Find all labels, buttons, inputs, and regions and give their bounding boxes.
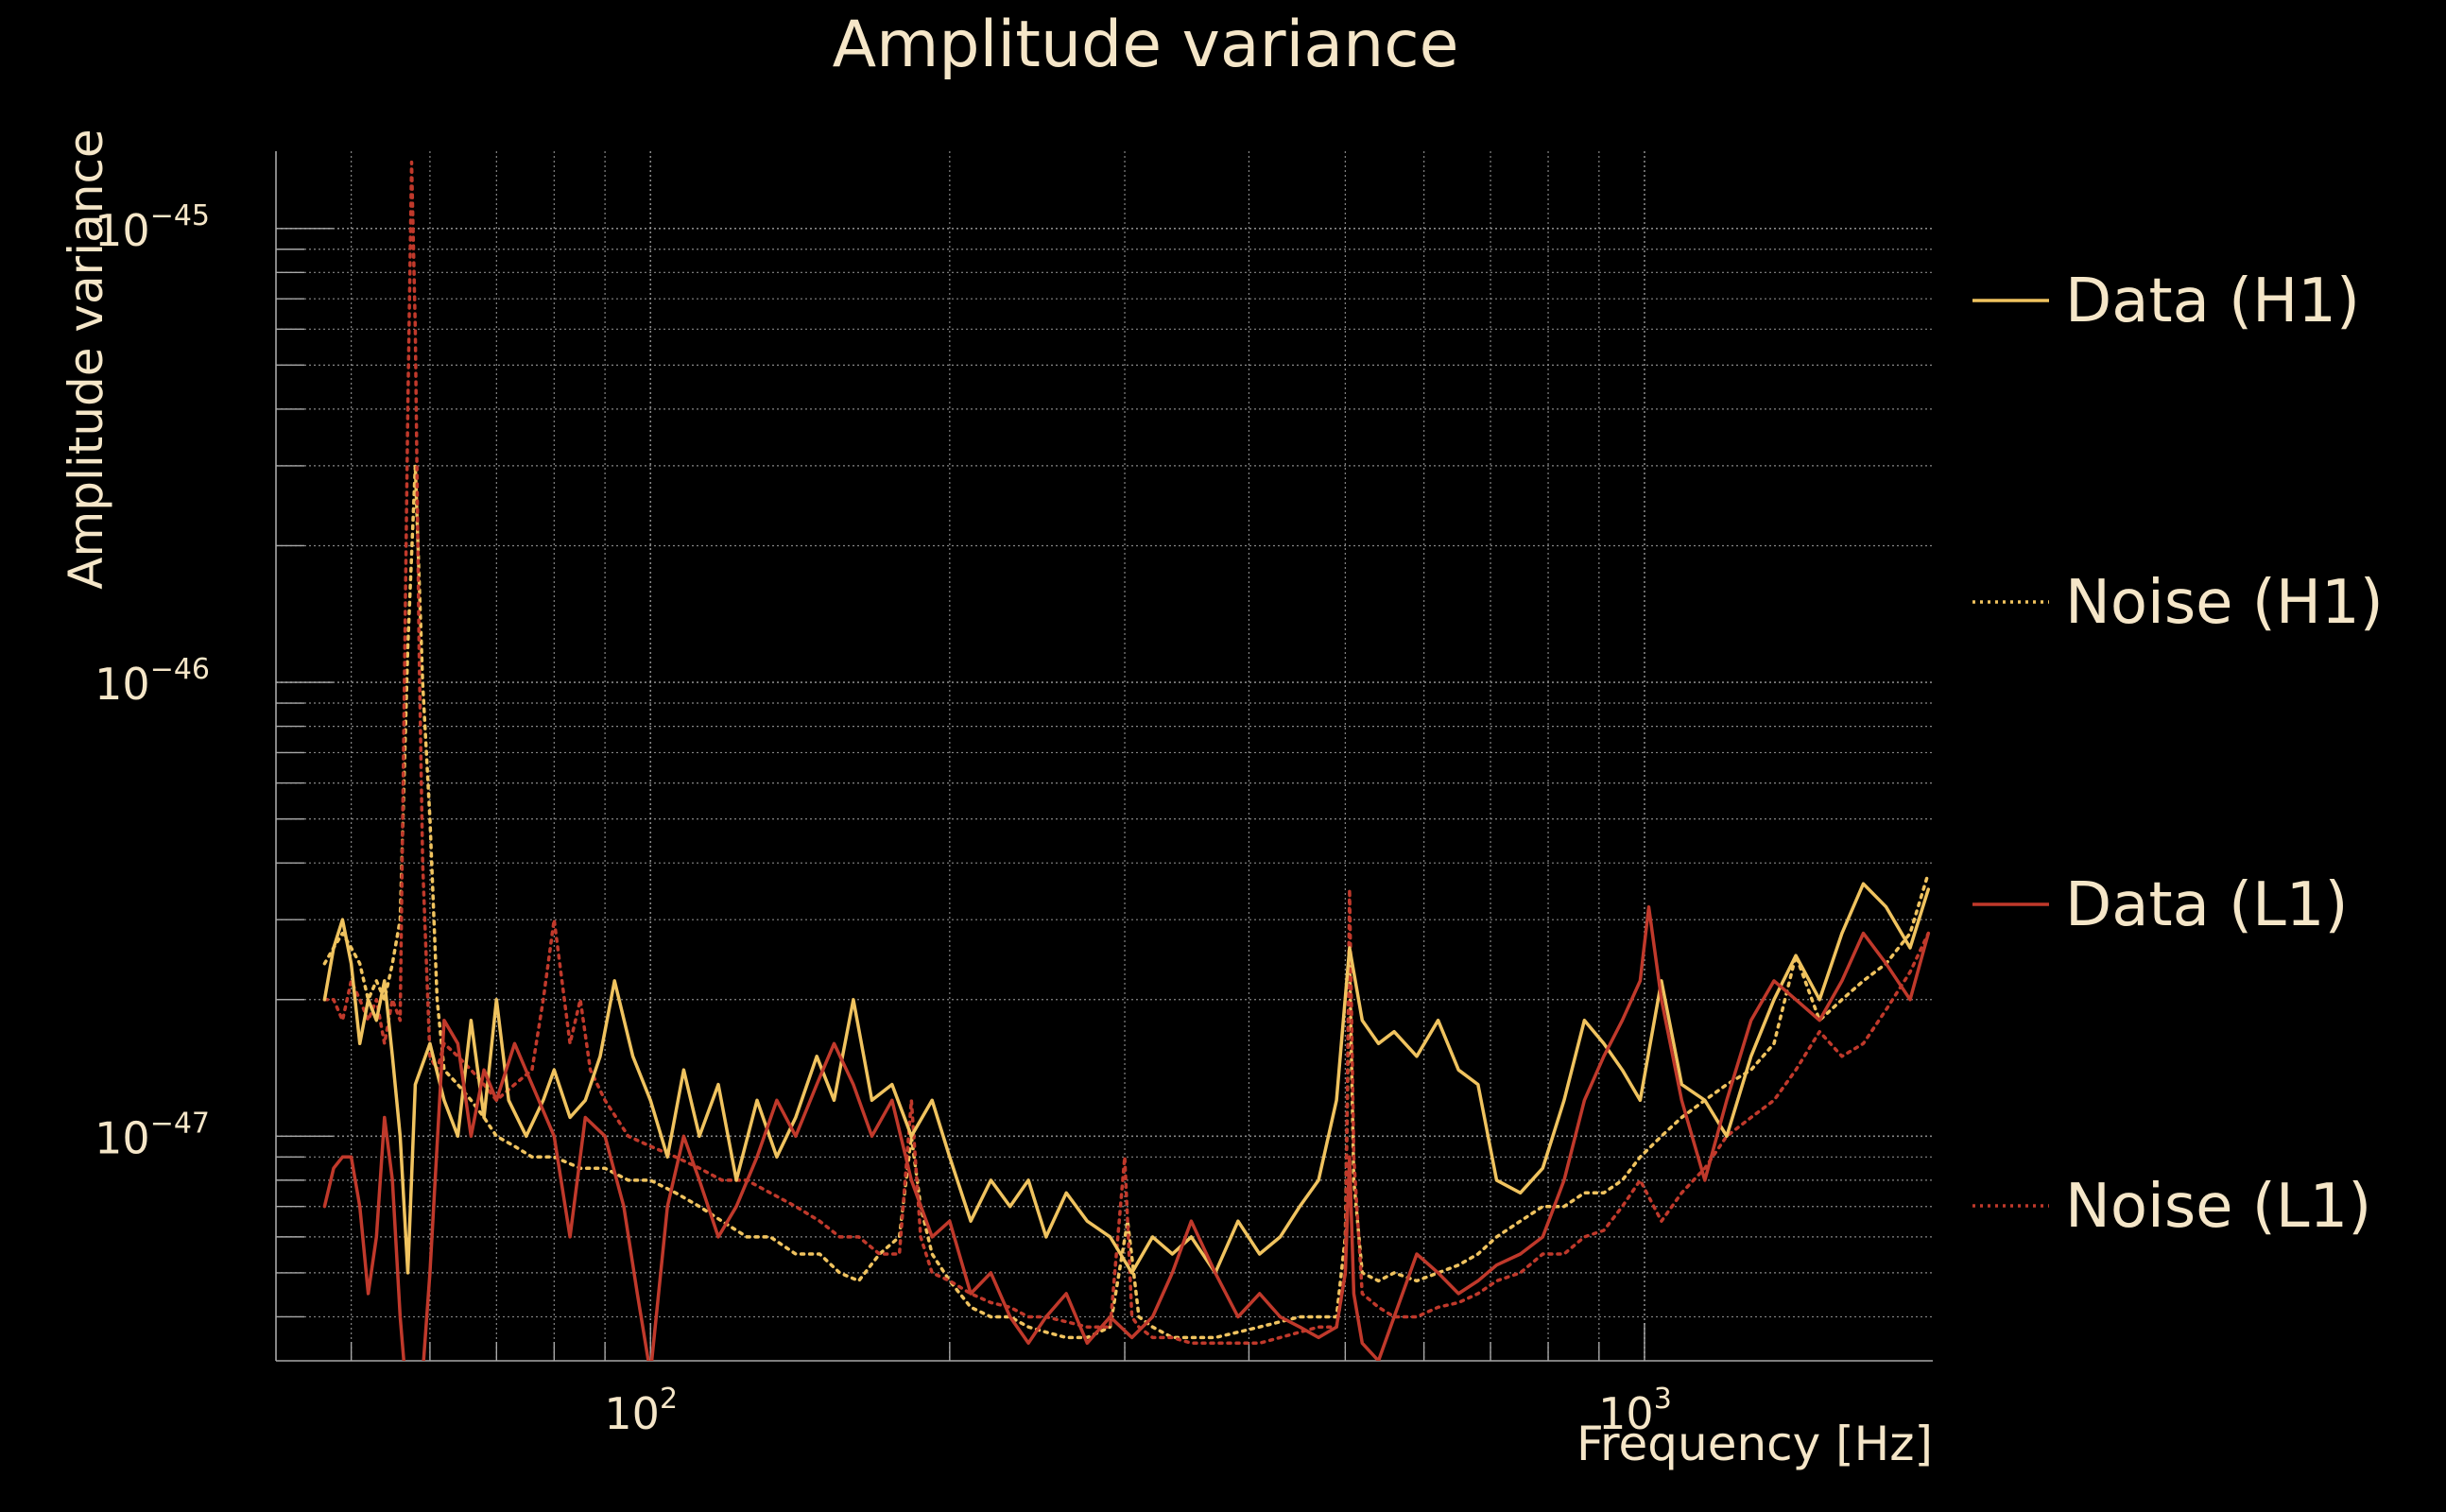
series-line-noise-h1 xyxy=(322,464,1931,1340)
y-axis-label: Amplitude variance xyxy=(59,129,113,589)
chart-title: Amplitude variance xyxy=(833,8,1459,82)
series-line-data-h1 xyxy=(322,882,1931,1275)
x-tick-label: 103 xyxy=(1598,1383,1672,1439)
x-axis-label: Frequency [Hz] xyxy=(1576,1417,1933,1471)
series-line-data-l1 xyxy=(322,904,1931,1361)
y-tick-label: 10−46 xyxy=(95,653,210,710)
tick-labels: 10−45 10−46 10−47 102 103 xyxy=(95,199,1672,1439)
legend-label-noise-h1: Noise (H1) xyxy=(2065,568,2384,638)
y-tick-label: 10−47 xyxy=(95,1107,210,1163)
legend: Data (H1) Noise (H1) Data (L1) Noise (L1) xyxy=(1972,266,2384,1242)
axes xyxy=(275,151,1933,1362)
legend-label-noise-l1: Noise (L1) xyxy=(2065,1172,2371,1242)
series-line-noise-l1 xyxy=(322,160,1931,1346)
legend-label-data-l1: Data (L1) xyxy=(2065,870,2348,940)
x-tick-label: 102 xyxy=(604,1383,678,1439)
legend-label-data-h1: Data (H1) xyxy=(2065,266,2360,336)
data-lines xyxy=(322,160,1931,1361)
y-tick-label: 10−45 xyxy=(95,199,210,256)
